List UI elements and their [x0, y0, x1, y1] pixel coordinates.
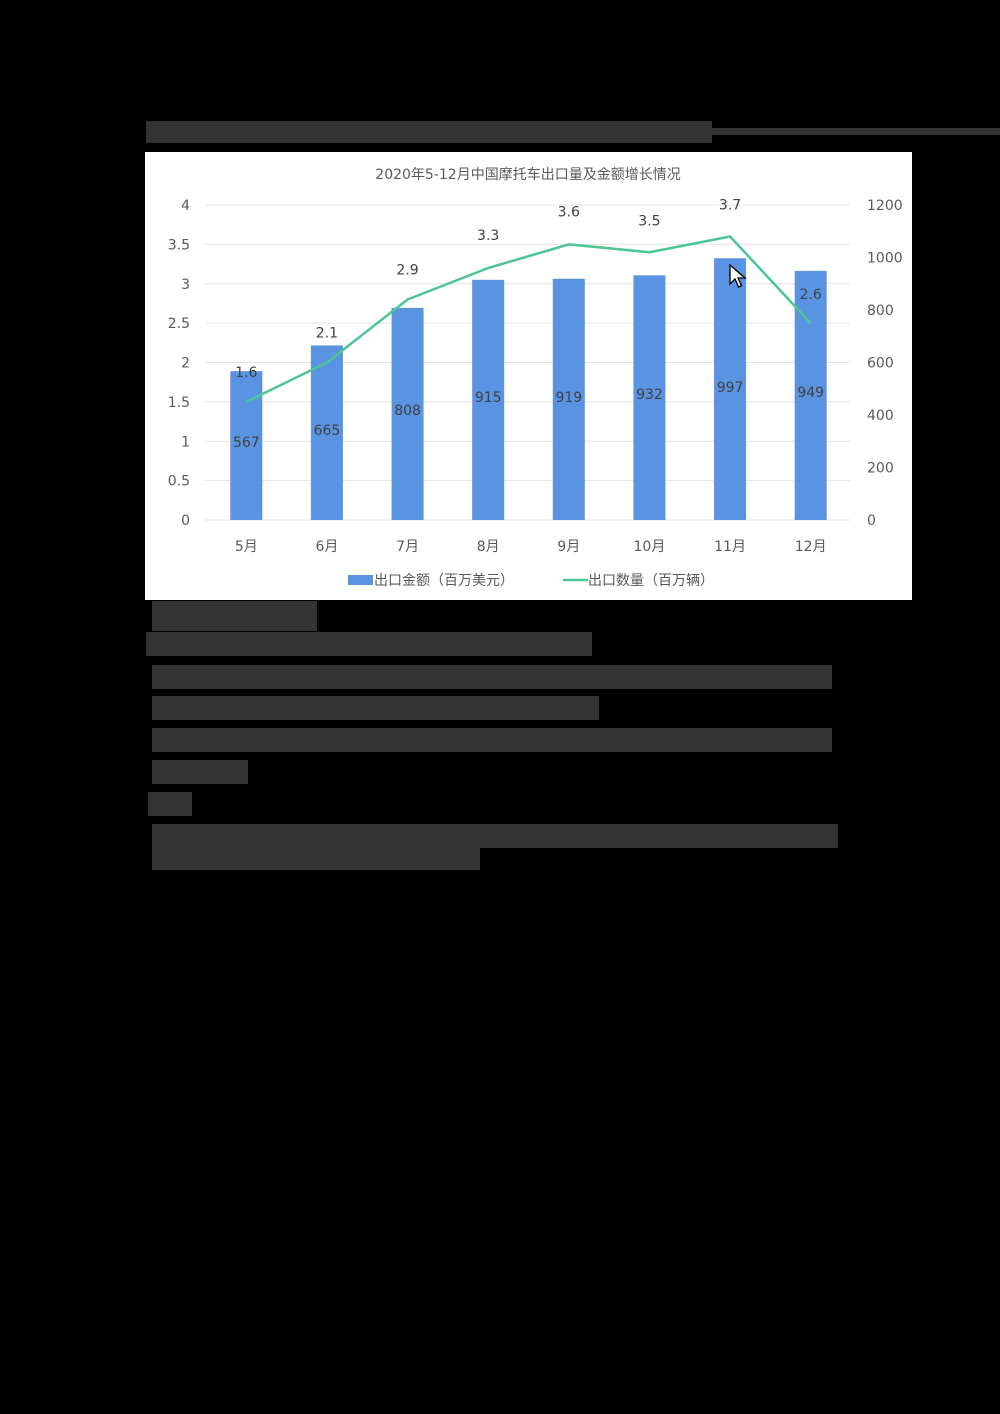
redacted-text-line	[152, 728, 832, 752]
redacted-text-line	[152, 848, 480, 870]
redacted-heading-rule	[712, 128, 1000, 135]
bar-data-label: 949	[797, 385, 824, 401]
right-axis-tick: 600	[867, 356, 894, 372]
left-axis-tick: 0	[181, 513, 190, 529]
bar-data-label: 919	[555, 390, 582, 406]
legend-label-amount: 出口金额（百万美元）	[374, 573, 514, 589]
x-axis-tick: 12月	[795, 539, 827, 555]
line-data-label: 1.6	[235, 365, 257, 381]
chart-image: 2020年5-12月中国摩托车出口量及金额增长情况 0 0.5 1 1.5 2 2.5 3 3.…	[145, 152, 912, 600]
line-data-label: 3.6	[558, 205, 580, 221]
bar-11月	[714, 258, 747, 520]
x-axis-tick: 5月	[235, 539, 258, 555]
redacted-text-line	[148, 792, 192, 816]
legend-label-quantity: 出口数量（百万辆）	[588, 573, 714, 589]
x-axis-tick: 7月	[396, 539, 419, 555]
redacted-heading	[146, 121, 712, 143]
x-axis-tick: 6月	[315, 539, 338, 555]
bar-data-label: 997	[717, 380, 744, 396]
x-axis-tick: 11月	[714, 539, 746, 555]
right-axis-tick: 200	[867, 461, 894, 477]
redacted-text-line	[152, 696, 599, 720]
bar-8月	[472, 279, 505, 520]
mouse-cursor-icon	[729, 264, 747, 288]
left-axis-tick: 2	[181, 356, 190, 372]
left-axis-tick: 4	[181, 198, 190, 214]
line-data-label: 3.5	[638, 213, 660, 229]
chart-title: 2020年5-12月中国摩托车出口量及金额增长情况	[375, 166, 680, 183]
left-axis-tick: 1.5	[168, 395, 190, 411]
legend-bar-swatch	[348, 575, 373, 585]
line-series	[245, 235, 812, 403]
bar-data-label: 567	[233, 435, 260, 451]
bar-data-label: 665	[314, 423, 341, 439]
left-axis-tick: 2.5	[168, 316, 190, 332]
right-axis-tick: 0	[867, 513, 876, 529]
line-data-label: 3.3	[477, 228, 499, 244]
redacted-text-line	[146, 632, 592, 656]
combo-chart: 2020年5-12月中国摩托车出口量及金额增长情况 0 0.5 1 1.5 2 2.5 3 3.…	[168, 166, 903, 589]
left-axis-tick: 3	[181, 277, 190, 293]
bar-10月	[633, 275, 666, 520]
left-axis-tick: 0.5	[168, 474, 190, 490]
line-data-label: 3.7	[719, 198, 741, 214]
right-axis-tick: 1000	[867, 251, 903, 267]
bar-7月	[391, 307, 424, 520]
line-data-label: 2.6	[800, 287, 822, 303]
x-axis-tick: 8月	[477, 539, 500, 555]
redacted-text-line	[152, 760, 248, 784]
right-axis-tick: 800	[867, 303, 894, 319]
bar-data-label: 915	[475, 390, 502, 406]
left-axis-tick: 3.5	[168, 237, 190, 253]
bar-data-label: 808	[394, 403, 421, 419]
right-axis-tick: 400	[867, 408, 894, 424]
line-data-label: 2.1	[316, 326, 338, 342]
bar-data-label: 932	[636, 387, 663, 403]
right-axis-tick: 1200	[867, 198, 903, 214]
bar-6月	[310, 345, 343, 520]
redacted-subheading	[152, 601, 317, 631]
line-data-label: 2.9	[396, 263, 418, 279]
x-axis-tick: 9月	[557, 539, 580, 555]
bar-9月	[552, 278, 585, 520]
redacted-text-line	[152, 824, 838, 848]
redacted-text-line	[152, 665, 832, 689]
left-axis-tick: 1	[181, 434, 190, 450]
x-axis-tick: 10月	[634, 539, 666, 555]
